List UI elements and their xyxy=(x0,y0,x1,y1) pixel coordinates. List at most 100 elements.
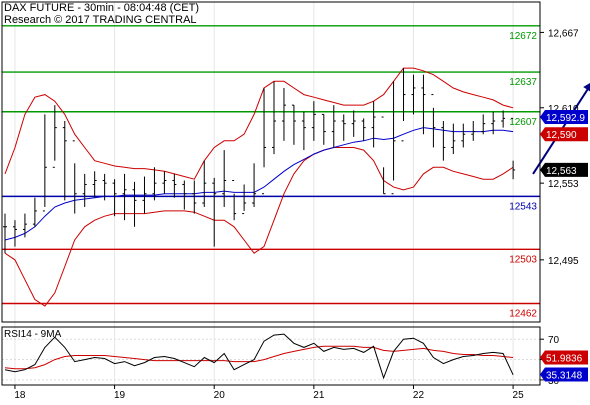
price-bar xyxy=(291,104,296,145)
price-bar xyxy=(42,114,47,212)
rsi-layer xyxy=(2,333,540,381)
price-bar xyxy=(491,111,496,135)
price-bar xyxy=(401,68,406,142)
date-tick-label: 19 xyxy=(114,390,126,400)
price-bar xyxy=(341,114,346,141)
price-bar xyxy=(421,74,426,135)
price-bar xyxy=(411,74,416,115)
value-tag-box xyxy=(540,162,588,177)
price-bar xyxy=(22,213,27,238)
value-tag-label: 51.9836 xyxy=(546,354,583,365)
price-bar xyxy=(481,114,486,135)
arrow-head xyxy=(583,83,590,92)
rsi-value-tag: 35.3148 xyxy=(540,367,588,382)
price-bar xyxy=(152,167,157,201)
chart-title: DAX FUTURE - 30min - 08:04:48 (CET) xyxy=(4,2,199,14)
price-bar xyxy=(192,180,197,214)
price-bar xyxy=(252,163,257,207)
price-bar xyxy=(82,173,87,207)
price-tick-label: 12,553 xyxy=(548,179,579,190)
price-bars xyxy=(3,68,516,254)
price-tick-label: 12,667 xyxy=(548,28,579,39)
price-bar xyxy=(52,105,57,168)
price-bar xyxy=(232,180,237,221)
level-label-12637: 12637 xyxy=(509,77,537,88)
price-bar xyxy=(501,110,506,128)
price-bar xyxy=(321,113,326,145)
value-tag-label: 12,590 xyxy=(546,130,577,141)
moving-average-layer xyxy=(4,127,514,241)
bollinger-upper-line xyxy=(4,67,514,180)
rsi-tick-label: 70 xyxy=(548,335,560,346)
price-tick-label: 12,610 xyxy=(548,104,579,115)
price-tick-label: 12,495 xyxy=(548,256,579,267)
date-tick-label: 25 xyxy=(513,390,525,400)
rsi-value-tag: 51.9836 xyxy=(540,350,588,365)
price-value-tag: 12,590 xyxy=(540,127,588,142)
price-bar xyxy=(62,121,67,201)
price-bar xyxy=(441,121,446,161)
chart-frame xyxy=(1,1,541,386)
price-bar xyxy=(331,105,336,148)
price-bar xyxy=(32,197,37,227)
value-tag-box xyxy=(540,127,588,142)
price-bar xyxy=(371,101,376,148)
level-lines: 12672 12637 12607 12543 12503 12462 xyxy=(2,25,540,319)
price-bar xyxy=(301,111,306,151)
level-label-12503: 12503 xyxy=(509,254,537,265)
price-value-tag: 12,563 xyxy=(540,162,588,177)
price-bar xyxy=(461,123,466,148)
value-tag-label: 12,592.9 xyxy=(546,113,585,124)
date-tick-label: 18 xyxy=(14,390,26,400)
price-bar xyxy=(311,101,316,141)
price-bar xyxy=(381,116,386,195)
price-bar xyxy=(72,140,77,214)
price-bar xyxy=(92,171,97,198)
research-credit: Research © 2017 TRADING CENTRAL xyxy=(4,14,197,26)
price-value-tag: 12,592.9 xyxy=(540,110,588,125)
price-bar xyxy=(431,94,436,148)
price-bar xyxy=(3,213,7,254)
level-label-12543: 12543 xyxy=(509,201,537,212)
price-bar xyxy=(351,110,356,137)
price-bar xyxy=(12,220,17,247)
price-bar xyxy=(511,117,516,180)
bollinger-bands xyxy=(4,67,514,307)
bollinger-lower-line xyxy=(4,147,514,307)
price-bar xyxy=(212,177,217,247)
price-bar xyxy=(222,150,227,207)
value-tag-box xyxy=(540,367,588,382)
level-label-12462: 12462 xyxy=(509,308,537,319)
price-bar xyxy=(262,87,267,195)
date-tick-label: 21 xyxy=(313,390,325,400)
value-tag-label: 35.3148 xyxy=(546,371,583,382)
price-bar xyxy=(122,173,127,221)
price-bar xyxy=(142,176,147,214)
moving-average-line xyxy=(4,127,514,241)
price-bar xyxy=(361,118,366,141)
level-label-12672: 12672 xyxy=(509,31,537,42)
price-bar xyxy=(132,181,137,227)
price-bar xyxy=(391,81,396,195)
value-tag-box xyxy=(540,110,588,125)
price-bar xyxy=(281,87,286,141)
price-bar xyxy=(272,81,276,155)
rsi-ma-line xyxy=(4,345,514,370)
date-tick-label: 20 xyxy=(214,390,226,400)
price-bar xyxy=(162,171,167,194)
level-label-12607: 12607 xyxy=(509,117,537,128)
value-tags: 12,592.9 12,590 12,563 51.9836 35.3148 xyxy=(540,110,588,382)
price-bar xyxy=(471,121,476,141)
price-bar xyxy=(102,173,107,201)
price-bar xyxy=(242,184,247,215)
price-bar xyxy=(112,179,117,217)
price-bar xyxy=(182,180,187,210)
date-tick-label: 22 xyxy=(413,390,425,400)
price-panel-frame xyxy=(1,1,541,323)
rsi-line xyxy=(4,333,514,380)
price-bar xyxy=(202,160,207,207)
value-tag-box xyxy=(540,350,588,365)
price-bar xyxy=(172,173,177,198)
